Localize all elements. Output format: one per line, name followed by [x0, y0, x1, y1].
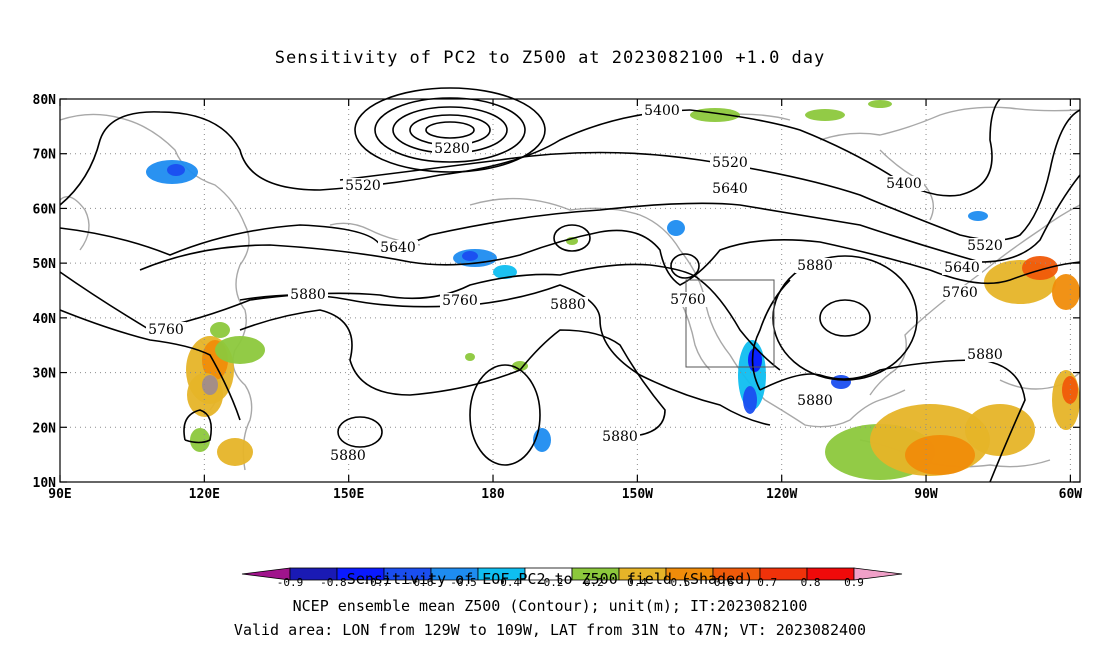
contour-label: 5520	[345, 178, 381, 194]
lat-tick-label: 60N	[33, 202, 57, 217]
colorbar-tick-label: -0.6	[407, 576, 434, 589]
contour-label: 5520	[967, 238, 1003, 254]
valid-area-box	[685, 279, 775, 368]
sensitivity-blob	[217, 438, 253, 466]
lon-tick-label: 90W	[914, 487, 938, 502]
map-axes: 90E 120E 150E 180 150W 120W 90W 60W 10N 20N 30N 40N…	[33, 93, 1083, 502]
lat-tick-label: 30N	[33, 367, 57, 382]
lat-tick-label: 40N	[33, 312, 57, 327]
lon-tick-label: 120E	[189, 487, 220, 502]
contour-label: 5640	[712, 181, 748, 197]
contour-label: 5280	[434, 141, 470, 157]
colorbar-tick-label: 0.6	[714, 576, 734, 589]
caption-shaded: Sensitivity of EOF PC2 to Z500 field (Sh…	[346, 570, 754, 588]
sensitivity-blob	[167, 164, 185, 176]
sensitivity-blob	[968, 211, 988, 221]
lat-lon-grid	[60, 99, 1080, 482]
lat-tick-label: 50N	[33, 257, 57, 272]
lat-tick-label: 70N	[33, 148, 57, 163]
contour-label: 5760	[442, 293, 478, 309]
contour-label: 5880	[602, 429, 638, 445]
contour-label: 5880	[797, 393, 833, 409]
z500-contours	[59, 87, 1081, 483]
colorbar-tick-label: 0.4	[627, 576, 647, 589]
lat-tick-label: 10N	[33, 476, 57, 491]
contour-label: 5400	[886, 176, 922, 192]
lat-tick-label: 80N	[33, 93, 57, 108]
colorbar-tick-label: 0.5	[671, 576, 691, 589]
sensitivity-blob	[743, 386, 757, 414]
chart-title: Sensitivity of PC2 to Z500 at 2023082100…	[274, 48, 826, 68]
sensitivity-blob	[1052, 274, 1080, 310]
contour-labels: 5280 5400 5400 5520 5520 5520 5640 5640 5640 5760…	[146, 103, 1005, 464]
contour-label: 5760	[670, 292, 706, 308]
sensitivity-blob	[831, 375, 851, 389]
sensitivity-blob	[493, 265, 517, 279]
sensitivity-blob	[868, 100, 892, 108]
sensitivity-blob	[965, 404, 1035, 456]
contour-label: 5760	[942, 285, 978, 301]
colorbar-tick-label: -0.7	[364, 576, 391, 589]
colorbar-tick-labels: -0.9 -0.8 -0.7 -0.6 -0.5 -0.4 -0.2 0.2 0.4 0.5 0.6…	[277, 576, 864, 589]
colorbar-tick-label: -0.2	[537, 576, 564, 589]
colorbar-tick-label: 0.2	[584, 576, 604, 589]
contour-label: 5880	[290, 287, 326, 303]
contour-label: 5760	[148, 322, 184, 338]
colorbar-tick-label: -0.8	[320, 576, 347, 589]
sensitivity-blob	[465, 353, 475, 361]
colorbar-tick-label: 0.8	[801, 576, 821, 589]
sensitivity-blob	[1022, 256, 1058, 280]
contour-label: 5640	[944, 260, 980, 276]
colorbar-tick-label: -0.5	[450, 576, 477, 589]
colorbar-tick-label: -0.4	[494, 576, 521, 589]
lon-tick-label: 60W	[1059, 487, 1083, 502]
contour-label: 5880	[330, 448, 366, 464]
colorbar-tick-label: 0.9	[844, 576, 864, 589]
sensitivity-blob	[667, 220, 685, 236]
map-frame	[59, 98, 1081, 483]
sensitivity-blob	[805, 109, 845, 121]
sensitivity-blob	[462, 251, 478, 261]
lon-tick-label: 150E	[333, 487, 364, 502]
colorbar	[241, 567, 903, 581]
contour-label: 5520	[712, 155, 748, 171]
caption-contour: NCEP ensemble mean Z500 (Contour); unit(…	[292, 597, 808, 615]
sensitivity-blob	[748, 348, 762, 372]
sensitivity-blob	[215, 336, 265, 364]
lon-tick-label: 120W	[766, 487, 797, 502]
sensitivity-blob	[512, 361, 528, 371]
colorbar-max-arrow	[853, 567, 903, 581]
contour-label: 5880	[797, 258, 833, 274]
sensitivity-blob	[190, 428, 210, 452]
caption-valid-area: Valid area: LON from 129W to 109W, LAT f…	[233, 621, 867, 639]
lat-tick-label: 20N	[33, 421, 57, 436]
lon-tick-label: 180	[481, 487, 505, 502]
colorbar-tick-label: 0.7	[757, 576, 777, 589]
contour-label: 5880	[967, 347, 1003, 363]
colorbar-tick-label: -0.9	[277, 576, 304, 589]
contour-label: 5880	[550, 297, 586, 313]
lon-tick-label: 150W	[622, 487, 653, 502]
sensitivity-blob	[202, 375, 218, 395]
contour-label: 5640	[380, 240, 416, 256]
lon-tick-label: 90E	[48, 487, 71, 502]
sensitivity-blob	[210, 322, 230, 338]
contour-label: 5400	[644, 103, 680, 119]
sensitivity-blob	[905, 435, 975, 475]
